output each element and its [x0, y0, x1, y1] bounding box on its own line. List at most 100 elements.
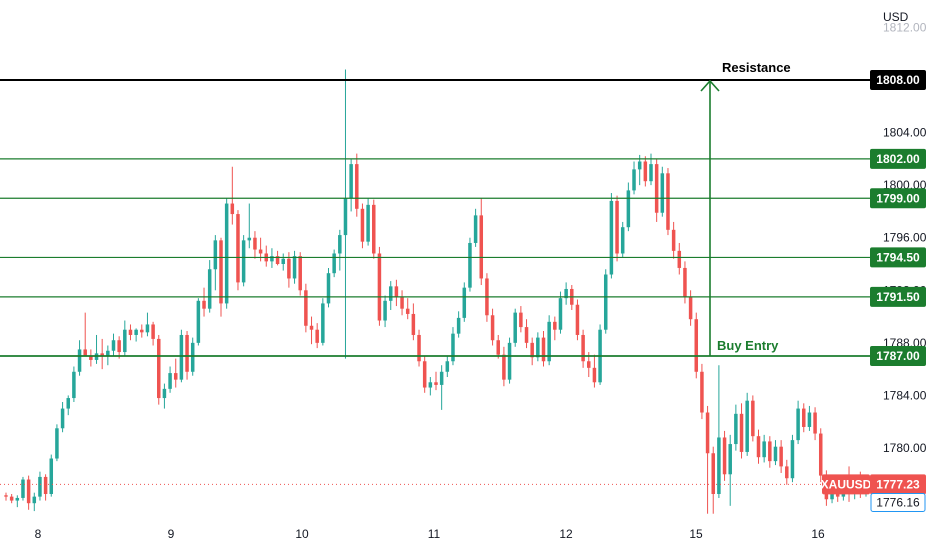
candle-body[interactable]: [558, 298, 563, 330]
candle-body[interactable]: [309, 325, 314, 330]
candle-body[interactable]: [202, 300, 206, 309]
candle-body[interactable]: [581, 334, 585, 362]
candle-body[interactable]: [417, 334, 421, 362]
candle-body[interactable]: [196, 300, 201, 343]
candle-body[interactable]: [434, 382, 438, 385]
candle-body[interactable]: [536, 337, 540, 358]
candle-body[interactable]: [779, 446, 783, 467]
candle-body[interactable]: [224, 203, 229, 304]
candle-body[interactable]: [745, 400, 749, 452]
candle-body[interactable]: [796, 408, 800, 441]
candle-body[interactable]: [722, 437, 727, 475]
candle-body[interactable]: [513, 312, 517, 343]
candle-body[interactable]: [60, 408, 65, 429]
candle-body[interactable]: [649, 164, 653, 182]
candle-body[interactable]: [173, 373, 178, 380]
candle-body[interactable]: [111, 340, 116, 351]
candle-body[interactable]: [190, 342, 195, 372]
candle-body[interactable]: [117, 340, 121, 353]
candle-body[interactable]: [626, 190, 631, 228]
candle-body[interactable]: [230, 203, 235, 215]
candle-body[interactable]: [564, 288, 568, 299]
candle-body[interactable]: [705, 412, 710, 454]
candle-body[interactable]: [728, 444, 732, 475]
candle-body[interactable]: [21, 479, 25, 498]
candle-body[interactable]: [292, 256, 297, 279]
candle-body[interactable]: [575, 304, 580, 335]
candle-body[interactable]: [547, 321, 551, 362]
candle-body[interactable]: [145, 324, 150, 333]
candle-body[interactable]: [338, 235, 342, 254]
candle-body[interactable]: [43, 476, 48, 494]
candle-body[interactable]: [270, 256, 274, 262]
candle-body[interactable]: [734, 413, 738, 445]
candle-body[interactable]: [479, 215, 484, 279]
candle-body[interactable]: [179, 334, 184, 380]
candle-body[interactable]: [168, 373, 172, 389]
candle-body[interactable]: [77, 349, 82, 372]
candle-body[interactable]: [773, 446, 778, 462]
candle-body[interactable]: [241, 240, 246, 283]
candle-body[interactable]: [643, 161, 648, 182]
candle-body[interactable]: [445, 361, 450, 372]
candle-body[interactable]: [151, 324, 155, 339]
candle-body[interactable]: [451, 333, 455, 362]
candle-body[interactable]: [519, 312, 523, 328]
candle-body[interactable]: [15, 497, 20, 501]
candle-body[interactable]: [688, 296, 693, 320]
candle-body[interactable]: [281, 258, 285, 264]
candle-body[interactable]: [507, 342, 512, 380]
candle-body[interactable]: [332, 253, 336, 274]
candle-body[interactable]: [298, 256, 302, 291]
candle-body[interactable]: [541, 337, 546, 362]
candle-body[interactable]: [247, 237, 252, 241]
candle-body[interactable]: [660, 173, 665, 213]
candle-body[interactable]: [428, 382, 433, 388]
candle-body[interactable]: [813, 412, 817, 434]
candle-body[interactable]: [219, 240, 223, 304]
candle-body[interactable]: [275, 256, 280, 264]
candle-body[interactable]: [383, 300, 387, 321]
candle-body[interactable]: [456, 317, 461, 334]
candle-body[interactable]: [768, 441, 772, 462]
candle-body[interactable]: [666, 173, 670, 230]
candle-body[interactable]: [468, 242, 472, 288]
candle-body[interactable]: [388, 286, 393, 301]
candle-body[interactable]: [55, 428, 59, 459]
candle-body[interactable]: [496, 340, 500, 355]
candle-body[interactable]: [587, 361, 591, 368]
candle-body[interactable]: [32, 496, 37, 504]
candle-body[interactable]: [637, 161, 642, 170]
candle-body[interactable]: [818, 433, 823, 476]
candle-body[interactable]: [802, 408, 806, 427]
candle-body[interactable]: [711, 453, 715, 494]
candle-body[interactable]: [106, 350, 110, 356]
candle-body[interactable]: [366, 204, 370, 242]
candle-body[interactable]: [654, 164, 659, 213]
candle-body[interactable]: [26, 479, 31, 504]
candle-body[interactable]: [785, 466, 789, 479]
candle-body[interactable]: [72, 371, 76, 399]
candle-body[interactable]: [677, 250, 682, 268]
candle-body[interactable]: [372, 204, 376, 254]
candle-body[interactable]: [326, 273, 331, 304]
candle-body[interactable]: [185, 334, 189, 372]
candle-body[interactable]: [609, 200, 614, 275]
candle-body[interactable]: [66, 398, 70, 409]
candle-body[interactable]: [134, 329, 138, 335]
candle-body[interactable]: [157, 338, 161, 399]
candle-body[interactable]: [315, 329, 319, 343]
candle-body[interactable]: [490, 315, 495, 341]
candle-body[interactable]: [762, 441, 766, 458]
candle-body[interactable]: [355, 164, 359, 209]
candle-body[interactable]: [49, 458, 54, 494]
candle-body[interactable]: [439, 371, 444, 385]
candle-body[interactable]: [717, 437, 721, 494]
candle-body[interactable]: [83, 349, 87, 356]
candle-body[interactable]: [756, 436, 761, 458]
candle-body[interactable]: [671, 229, 676, 251]
candle-body[interactable]: [632, 169, 636, 191]
candle-body[interactable]: [620, 227, 625, 254]
candle-body[interactable]: [422, 361, 427, 388]
